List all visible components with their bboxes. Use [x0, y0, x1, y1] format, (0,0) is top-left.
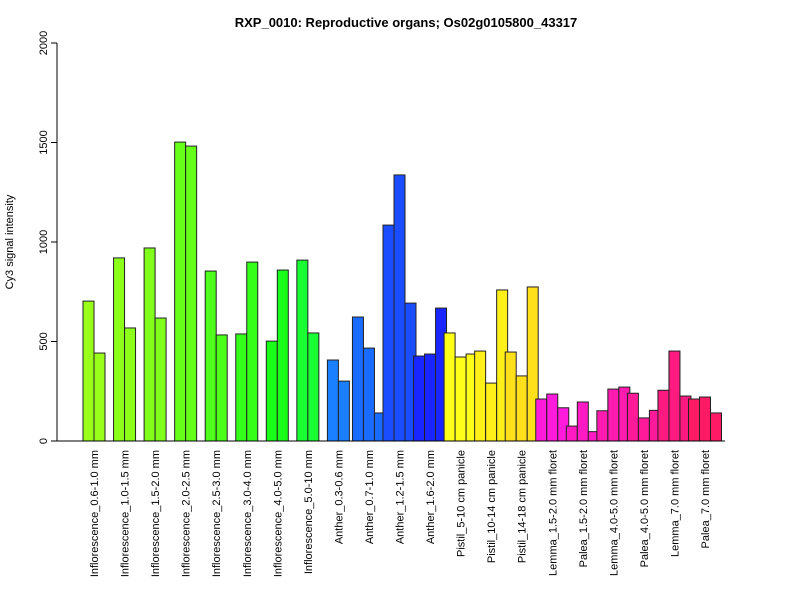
bar: [326, 359, 339, 442]
x-tick-labels: Inflorescence_0.6-1.0 mm Inflorescence_1.…: [89, 450, 712, 577]
x-tick-label: Pistil_10-14 cm panicle: [486, 450, 498, 563]
bar: [154, 317, 167, 442]
y-tick-label: 1500: [38, 130, 50, 154]
bar: [143, 247, 156, 442]
bar: [710, 412, 722, 442]
bar: [474, 350, 487, 442]
x-tick-label: Lemma_4.0-5.0 mm floret: [608, 450, 620, 576]
x-tick-label: Inflorescence_1.5-2.0 mm: [150, 450, 162, 577]
bar: [362, 347, 375, 442]
y-tick-label: 2000: [38, 31, 50, 55]
x-tick-label: Inflorescence_1.0-1.5 mm: [120, 450, 132, 577]
bar: [307, 332, 320, 442]
bar: [246, 261, 259, 442]
bar: [351, 316, 364, 442]
bar: [596, 410, 609, 442]
x-tick-label: Inflorescence_2.0-2.5 mm: [181, 450, 193, 577]
bar: [668, 350, 681, 442]
bar: [607, 388, 620, 442]
bar: [337, 380, 350, 442]
bar: [113, 257, 126, 442]
x-tick-label: Inflorescence_5.0-10 mm: [303, 450, 315, 574]
x-tick-label: Lemma_7.0 mm floret: [669, 450, 681, 557]
bar: [546, 393, 559, 442]
bar: [413, 355, 426, 442]
x-tick-label: Anther_1.2-1.5 mm: [395, 450, 407, 544]
bar: [174, 141, 187, 442]
bar: [296, 259, 309, 442]
bar: [424, 353, 437, 442]
bar: [565, 425, 578, 442]
x-tick-label: Palea_4.0-5.0 mm floret: [639, 450, 651, 567]
bar: [454, 356, 467, 442]
x-tick-label: Inflorescence_0.6-1.0 mm: [89, 450, 101, 577]
bar: [235, 333, 248, 442]
bar: [485, 382, 498, 442]
x-tick-label: Palea_1.5-2.0 mm floret: [578, 450, 590, 567]
x-tick-label: Pistil_5-10 cm panicle: [456, 450, 468, 557]
bar: [204, 270, 217, 442]
bar: [688, 398, 700, 442]
x-tick-label: Palea_7.0 mm floret: [700, 450, 712, 548]
bar: [576, 401, 589, 442]
bar: [515, 375, 528, 442]
bar: [215, 334, 228, 442]
x-tick-label: Anther_0.7-1.0 mm: [364, 450, 376, 544]
bar: [535, 398, 548, 442]
x-tick-label: Anther_1.6-2.0 mm: [425, 450, 437, 544]
bar: [637, 417, 650, 442]
bar: [82, 300, 95, 442]
bar: [276, 269, 289, 442]
bar: [185, 145, 198, 442]
y-tick-label: 0: [38, 438, 50, 444]
y-axis: 0 500 1000 1500 2000: [38, 31, 58, 444]
bars: [82, 141, 722, 442]
x-tick-label: Inflorescence_2.5-3.0 mm: [211, 450, 223, 577]
chart-title: RXP_0010: Reproductive organs; Os02g0105…: [235, 15, 578, 30]
x-tick-label: Inflorescence_3.0-4.0 mm: [242, 450, 254, 577]
x-tick-label: Anther_0.3-0.6 mm: [333, 450, 345, 544]
bar: [93, 352, 106, 442]
y-tick-label: 500: [38, 332, 50, 350]
bar: [393, 174, 406, 442]
bar: [265, 340, 278, 442]
x-tick-label: Pistil_14-18 cm panicle: [517, 450, 529, 563]
y-tick-label: 1000: [38, 230, 50, 254]
bar: [124, 327, 137, 442]
bar: [699, 396, 711, 442]
y-axis-label: Cy3 signal intensity: [4, 194, 16, 289]
bar: [626, 392, 639, 442]
bar: [382, 224, 395, 442]
bar: [443, 332, 456, 442]
bar: [504, 351, 517, 442]
x-tick-label: Lemma_1.5-2.0 mm floret: [547, 450, 559, 576]
x-tick-label: Inflorescence_4.0-5.0 mm: [272, 450, 284, 577]
bar: [657, 389, 670, 442]
